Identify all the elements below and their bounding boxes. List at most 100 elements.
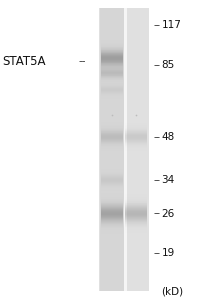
Bar (101, 140, 123, 141)
Bar (101, 198, 123, 199)
Bar (125, 125, 147, 126)
Bar (101, 38, 123, 39)
Bar (125, 204, 147, 205)
Text: --: -- (79, 56, 86, 66)
Bar (101, 137, 123, 138)
Bar (125, 143, 147, 144)
Bar (101, 193, 123, 194)
Bar (125, 211, 147, 212)
Bar (101, 139, 123, 140)
Text: 117: 117 (162, 20, 182, 30)
Bar (125, 215, 147, 216)
Bar (125, 214, 147, 215)
Bar (101, 74, 123, 75)
Bar (125, 227, 147, 228)
Bar (125, 203, 147, 204)
Bar (125, 219, 147, 220)
Bar (125, 136, 147, 137)
Bar (101, 41, 123, 42)
Bar (125, 152, 147, 153)
Bar (101, 235, 123, 236)
Bar (101, 197, 123, 198)
Bar (101, 72, 123, 73)
Bar (101, 69, 123, 70)
Bar (101, 229, 123, 230)
Bar (125, 212, 147, 213)
Bar (125, 225, 147, 226)
Bar (101, 65, 123, 66)
Bar (101, 125, 123, 126)
Bar (101, 76, 123, 77)
Bar (101, 136, 123, 137)
Bar (125, 206, 147, 207)
Bar (101, 138, 123, 139)
Bar (101, 123, 123, 124)
Bar (125, 216, 147, 217)
Bar (125, 132, 147, 133)
Text: --: -- (153, 208, 160, 219)
Bar (125, 149, 147, 150)
Bar (125, 128, 147, 129)
Bar (101, 209, 123, 210)
Bar (125, 194, 147, 195)
Bar (99, 8, 149, 291)
Bar (101, 220, 123, 221)
Bar (125, 135, 147, 136)
Bar (101, 206, 123, 207)
Bar (101, 47, 123, 48)
Bar (125, 137, 147, 138)
Bar (101, 219, 123, 220)
Bar (125, 192, 147, 193)
Bar (125, 121, 147, 122)
Text: --: -- (153, 132, 160, 142)
Bar (125, 195, 147, 196)
Bar (101, 212, 123, 213)
Bar (125, 122, 147, 123)
Bar (101, 132, 123, 133)
Bar (101, 234, 123, 235)
Bar (101, 233, 123, 234)
Bar (101, 203, 123, 204)
Bar (101, 39, 123, 40)
Bar (101, 53, 123, 54)
Bar (125, 232, 147, 233)
Bar (101, 119, 123, 120)
Bar (125, 224, 147, 225)
Bar (125, 126, 147, 127)
Bar (101, 78, 123, 79)
Bar (125, 218, 147, 219)
Bar (125, 226, 147, 227)
Bar (101, 228, 123, 229)
Bar (101, 144, 123, 145)
Bar (125, 217, 147, 218)
Bar (101, 129, 123, 130)
Text: 48: 48 (162, 132, 175, 142)
Bar (101, 231, 123, 232)
Bar (101, 133, 123, 134)
Bar (101, 194, 123, 195)
Bar (101, 215, 123, 216)
Bar (101, 136, 123, 137)
Bar (125, 210, 147, 211)
Bar (101, 216, 123, 217)
Bar (101, 224, 123, 225)
Bar (101, 195, 123, 196)
Bar (101, 60, 123, 61)
Bar (125, 147, 147, 148)
Bar (125, 131, 147, 132)
Bar (101, 134, 123, 135)
Bar (101, 62, 123, 63)
Bar (100, 8, 124, 291)
Bar (124, 8, 127, 291)
Bar (101, 211, 123, 212)
Bar (101, 59, 123, 60)
Bar (125, 129, 147, 130)
Bar (101, 143, 123, 144)
Bar (125, 134, 147, 135)
Bar (125, 236, 147, 237)
Bar (125, 130, 147, 131)
Bar (125, 228, 147, 229)
Bar (125, 148, 147, 149)
Text: (kD): (kD) (162, 286, 184, 296)
Bar (101, 66, 123, 67)
